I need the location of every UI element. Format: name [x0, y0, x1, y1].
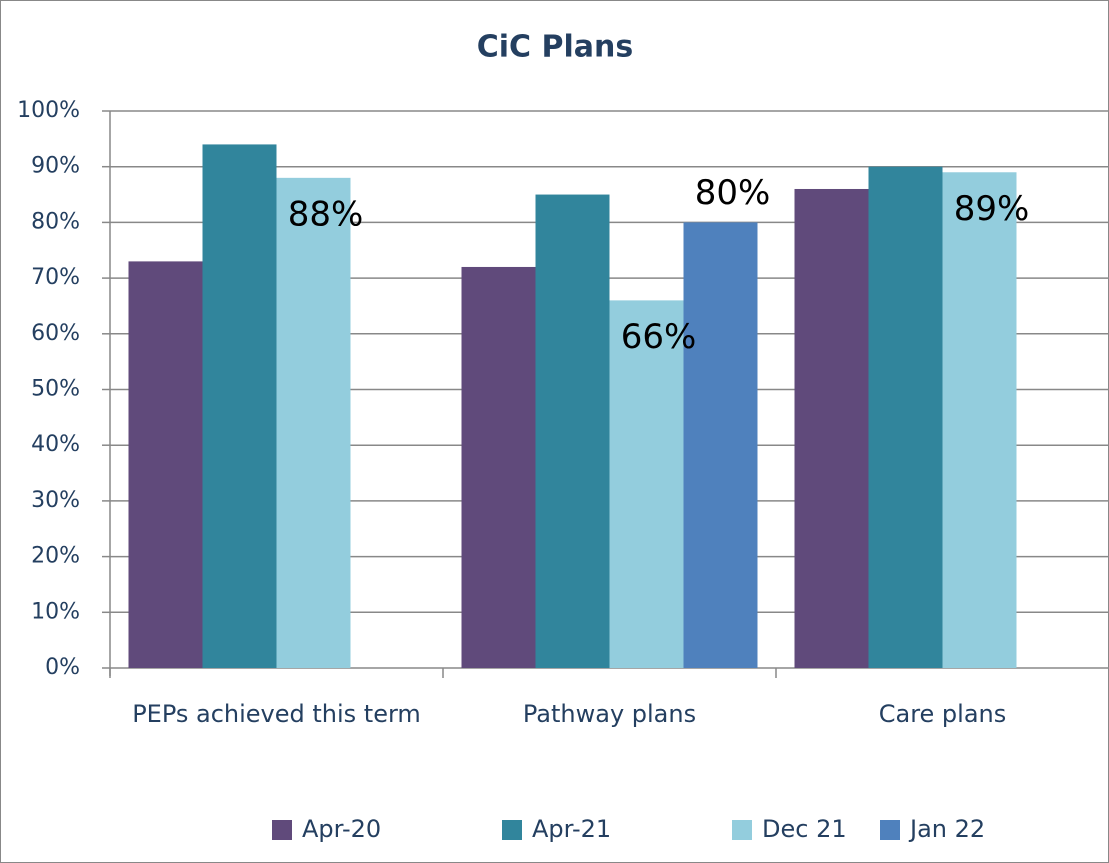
y-tick-label: 70%	[31, 265, 80, 290]
bar	[683, 222, 758, 668]
y-tick-label: 80%	[31, 209, 80, 234]
data-label: 66%	[621, 317, 697, 357]
legend-swatch	[502, 820, 522, 840]
y-tick-label: 30%	[31, 488, 80, 513]
x-label-box: PEPs achieved this term	[132, 700, 421, 728]
legend-label: Jan 22	[908, 815, 985, 843]
legend-swatch	[880, 820, 900, 840]
bar	[794, 188, 869, 669]
x-label-box: Care plans	[878, 700, 1007, 728]
chart-title: CiC Plans	[477, 30, 634, 65]
y-tick-label: 60%	[31, 321, 80, 346]
data-label: 80%	[695, 173, 771, 213]
bar	[535, 194, 610, 669]
bar	[609, 300, 684, 668]
y-tick-label: 100%	[17, 98, 80, 123]
legend-swatch	[732, 820, 752, 840]
bar	[942, 172, 1017, 668]
bar	[868, 166, 943, 668]
y-tick-label: 10%	[31, 599, 80, 624]
x-tick-label: Care plans	[878, 700, 1007, 728]
y-tick-label: 0%	[45, 655, 80, 680]
bar	[461, 266, 536, 668]
y-tick-label: 90%	[31, 154, 80, 179]
y-tick-label: 40%	[31, 432, 80, 457]
bar	[202, 144, 277, 669]
x-tick-label: Pathway plans	[522, 700, 697, 728]
legend-label: Apr-20	[302, 815, 381, 843]
legend-label: Apr-21	[532, 815, 611, 843]
data-label: 88%	[288, 194, 364, 234]
y-tick-label: 50%	[31, 377, 80, 402]
bar	[128, 261, 203, 668]
x-label-box: Pathway plans	[522, 700, 697, 728]
data-label: 89%	[954, 189, 1030, 229]
x-tick-label: PEPs achieved this term	[132, 700, 421, 728]
y-tick-label: 20%	[31, 544, 80, 569]
bar	[276, 177, 351, 668]
legend-label: Dec 21	[762, 815, 847, 843]
legend-swatch	[272, 820, 292, 840]
